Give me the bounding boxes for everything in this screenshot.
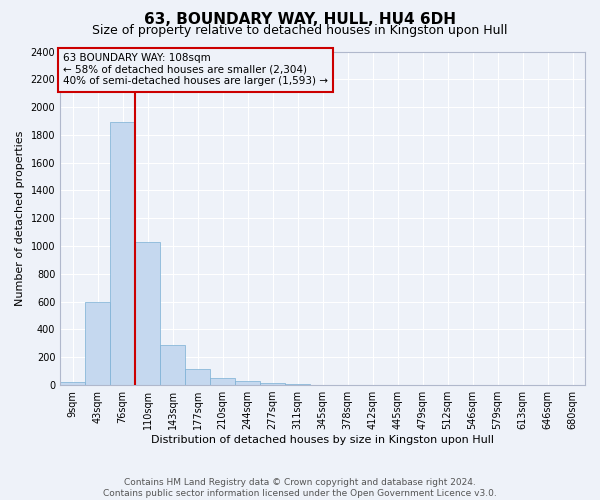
X-axis label: Distribution of detached houses by size in Kingston upon Hull: Distribution of detached houses by size … [151,435,494,445]
Bar [110,122,135,385]
Y-axis label: Number of detached properties: Number of detached properties [15,130,25,306]
Text: 63, BOUNDARY WAY, HULL, HU4 6DH: 63, BOUNDARY WAY, HULL, HU4 6DH [144,12,456,28]
Text: Contains HM Land Registry data © Crown copyright and database right 2024.
Contai: Contains HM Land Registry data © Crown c… [103,478,497,498]
Bar [160,346,185,385]
Bar [85,302,110,385]
Bar [235,381,260,385]
Text: Size of property relative to detached houses in Kingston upon Hull: Size of property relative to detached ho… [92,24,508,37]
Bar [185,369,210,385]
Bar [60,382,85,385]
Text: 63 BOUNDARY WAY: 108sqm
← 58% of detached houses are smaller (2,304)
40% of semi: 63 BOUNDARY WAY: 108sqm ← 58% of detache… [63,53,328,86]
Bar [285,384,310,385]
Bar [210,378,235,385]
Bar [260,382,285,385]
Bar [135,242,160,385]
